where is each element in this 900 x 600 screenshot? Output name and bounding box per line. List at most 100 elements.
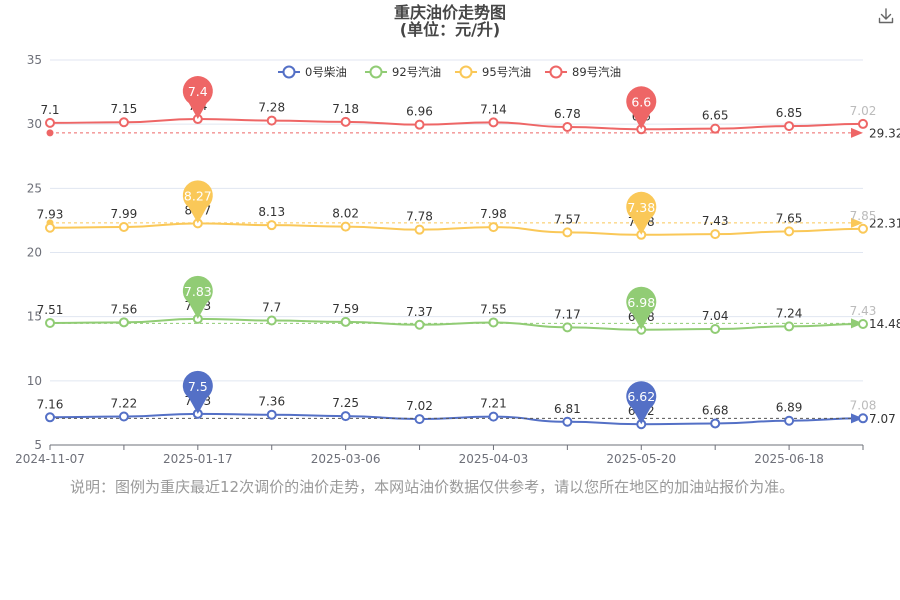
series-1-point [710,323,721,334]
legend-item-1[interactable]: 92号汽油 [365,65,441,79]
legend-swatch-marker [369,65,383,79]
series-0-data-label: 7.16 [37,397,64,411]
series-2-point [784,226,795,237]
series-1-point [340,316,351,327]
series-2-point [710,229,721,240]
series-3-line [49,118,864,131]
series-3-data-label: 6.96 [406,105,433,119]
series-3-data-label: 6.85 [776,106,803,120]
series-1-data-label: 7.7 [262,301,281,315]
series-0-point [340,411,351,422]
x-tick-label: 2025-05-20 [606,452,676,466]
series-1-data-label: 7.55 [480,302,507,316]
series-0-min-pin-label: 6.62 [627,389,655,404]
series-2-line [49,222,864,236]
chart-title-block: 重庆油价走势图 (单位：元/升) [0,4,900,38]
legend-label: 95号汽油 [482,65,531,79]
series-3-point [488,117,499,128]
series-3-data-label: 6.78 [554,107,581,121]
series-2-data-label: 7.78 [406,210,433,224]
series-2-data-label: 7.57 [554,212,581,226]
legend-item-2[interactable]: 95号汽油 [455,65,531,79]
series-2-average-label: 22.31 [869,216,900,230]
series-3-point [562,121,573,132]
series-2-point [488,222,499,233]
series-0-data-label: 7.08 [850,398,877,412]
series-2-data-label: 7.85 [850,209,877,223]
footnote: 说明：图例为重庆最近12次调价的油价走势，本网站油价数据仅供参考，请以您所在地区… [70,478,795,496]
series-2-data-label: 7.93 [37,208,64,222]
download-icon[interactable] [876,6,896,26]
series-0-average-arrow [851,413,863,424]
series-3-min-pin [626,86,657,130]
series-3-point [784,121,795,132]
series-0-data-label: 7.21 [480,397,507,411]
series-0-point [266,409,277,420]
legend-item-3[interactable]: 89号汽油 [545,65,621,79]
y-tick-label: 20 [27,246,42,260]
series-0-point [118,411,129,422]
series-0-point [858,413,868,424]
series-0-point [710,418,721,429]
series-3-point [45,117,55,128]
series-3-point [266,115,277,126]
series-3-data-label: 7.18 [332,102,359,116]
series-1-point [784,321,795,332]
series-1-data-label: 7.24 [776,306,803,320]
legend-label: 0号柴油 [305,65,347,79]
series-1-point [45,317,55,328]
x-tick-label: 2024-11-07 [15,452,85,466]
legend-swatch-marker [549,65,563,79]
series-3-max-pin-label: 7.4 [188,84,208,99]
series-2-min-pin-label: 7.38 [627,200,655,215]
series-0-average-label: 7.07 [869,412,896,426]
series-1-line [49,317,864,331]
series-3-data-label: 6.65 [702,109,729,123]
y-tick-label: 35 [27,53,42,67]
series-0-data-label: 7.22 [111,397,138,411]
series-1-average-arrow [851,318,863,329]
y-tick-label: 25 [27,181,42,195]
legend-item-0[interactable]: 0号柴油 [278,65,347,79]
series-2-data-label: 7.65 [776,211,803,225]
legend-swatch-marker [282,65,296,79]
series-0-min-pin [626,381,657,425]
series-0-max-pin-label: 7.5 [188,379,208,394]
series-3-average-arrow [851,127,863,138]
series-3-data-label: 7.02 [850,104,877,118]
y-tick-label: 10 [27,374,42,388]
series-2-max-pin [182,180,213,224]
series-1-point [488,317,499,328]
series-1-point [118,317,129,328]
series-2-point [45,222,55,233]
series-3-point [858,118,868,129]
series-0-data-label: 6.89 [776,401,803,415]
series-1-max-pin [182,275,213,319]
x-tick-label: 2025-06-18 [754,452,824,466]
series-3-point [710,123,721,134]
y-tick-label: 15 [27,310,42,324]
series-1-data-label: 7.56 [111,302,138,316]
series-3-max-pin [182,76,213,120]
series-2-data-label: 8.13 [258,205,285,219]
series-2-max-pin-label: 8.27 [184,188,212,203]
series-0-data-label: 7.25 [332,396,359,410]
series-2-point [266,220,277,231]
legend-swatch-marker [459,65,473,79]
series-2-point [562,227,573,238]
series-1-average-label: 14.48 [869,317,900,331]
series-0-max-pin [182,370,213,414]
legend-label: 89号汽油 [572,65,621,79]
series-0-data-label: 7.02 [406,399,433,413]
series-2-min-pin [626,191,657,235]
series-1-max-pin-label: 7.83 [184,284,212,299]
series-2-point [858,223,868,234]
series-0-line [49,412,864,426]
series-2-data-label: 7.99 [111,207,138,221]
x-tick-label: 2025-03-06 [311,452,381,466]
series-1-point [414,319,425,330]
series-3-data-label: 7.28 [258,101,285,115]
series-3-data-label: 7.15 [111,102,138,116]
series-3-point [118,117,129,128]
series-0-point [488,411,499,422]
